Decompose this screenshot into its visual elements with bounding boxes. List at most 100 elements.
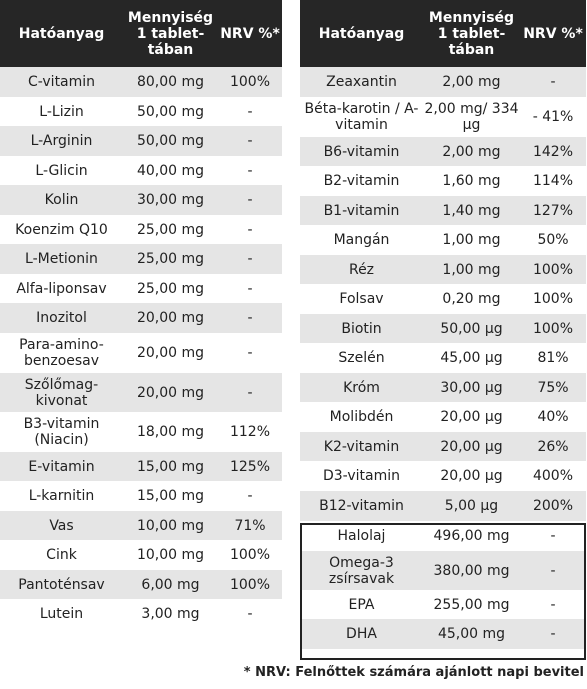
ingredient-cell: B3-vitamin (Niacin) (0, 412, 123, 452)
ingredient-cell: Réz (300, 255, 423, 284)
amount-cell: 2,00 mg/ 334 µg (423, 97, 520, 137)
table-row: Béta-karotin / A-vitamin 2,00 mg/ 334 µg -… (300, 97, 586, 137)
amount-cell: 6,00 mg (123, 570, 218, 599)
table-row: Szőlőmag- kivonat 20,00 mg - (0, 373, 282, 412)
ingredient-cell: Koenzim Q10 (0, 215, 123, 244)
ingredient-cell: Biotin (300, 314, 423, 343)
ingredient-cell: B2-vitamin (300, 166, 423, 196)
ingredient-cell: Króm (300, 373, 423, 402)
table-row: Biotin 50,00 µg 100% (300, 314, 586, 343)
nrv-cell: 100% (218, 570, 282, 599)
table-row: Szelén 45,00 µg 81% (300, 343, 586, 373)
ingredient-cell: Folsav (300, 284, 423, 314)
amount-cell: 20,00 µg (423, 461, 520, 491)
amount-cell: 40,00 mg (123, 156, 218, 185)
header-nrv: NRV %* (520, 0, 586, 67)
amount-cell: 15,00 mg (123, 481, 218, 511)
nrv-cell: 200% (520, 491, 586, 521)
header-nrv: NRV %* (218, 0, 282, 67)
ingredient-cell: K2-vitamin (300, 432, 423, 461)
nrv-cell: 100% (520, 284, 586, 314)
amount-cell: 50,00 mg (123, 97, 218, 126)
table-row: B12-vitamin 5,00 µg 200% (300, 491, 586, 521)
table-row: B2-vitamin 1,60 mg 114% (300, 166, 586, 196)
amount-cell: 25,00 mg (123, 244, 218, 274)
table-row: Inozitol 20,00 mg - (0, 303, 282, 333)
left-header-row: Hatóanyag Mennyiség 1 tablet- tában NRV … (0, 0, 282, 67)
amount-cell: 30,00 µg (423, 373, 520, 402)
nrv-cell: 100% (218, 67, 282, 97)
table-row: L-Glicin 40,00 mg - (0, 156, 282, 185)
nrv-cell: 114% (520, 166, 586, 196)
table-row: B1-vitamin 1,40 mg 127% (300, 196, 586, 225)
nrv-cell: - (218, 185, 282, 215)
header-ingredient: Hatóanyag (0, 0, 123, 67)
nrv-cell: 40% (520, 402, 586, 432)
table-row: L-Lizin 50,00 mg - (0, 97, 282, 126)
amount-cell: 10,00 mg (123, 511, 218, 540)
header-ingredient: Hatóanyag (300, 0, 423, 67)
nrv-cell: 400% (520, 461, 586, 491)
table-row: Halolaj 496,00 mg - (300, 521, 586, 551)
amount-cell: 80,00 mg (123, 67, 218, 97)
nrv-cell: 50% (520, 225, 586, 255)
amount-cell: 2,00 mg (423, 137, 520, 166)
table-row: K2-vitamin 20,00 µg 26% (300, 432, 586, 461)
amount-cell: 20,00 µg (423, 402, 520, 432)
amount-cell: 1,00 mg (423, 255, 520, 284)
amount-cell: 496,00 mg (423, 521, 520, 551)
ingredient-cell: Zeaxantin (300, 67, 423, 97)
table-row: Para-amino- benzoesav 20,00 mg - (0, 333, 282, 373)
ingredient-cell: Mangán (300, 225, 423, 255)
amount-cell: 380,00 mg (423, 551, 520, 590)
left-nutrient-table: Hatóanyag Mennyiség 1 tablet- tában NRV … (0, 0, 282, 629)
table-row: Zeaxantin 2,00 mg - (300, 67, 586, 97)
ingredient-cell: C-vitamin (0, 67, 123, 97)
nrv-cell: - (218, 274, 282, 303)
ingredient-cell: L-Arginin (0, 126, 123, 156)
amount-cell: 1,40 mg (423, 196, 520, 225)
nrv-cell: - (218, 481, 282, 511)
table-row: EPA 255,00 mg - (300, 590, 586, 619)
table-row: Kolin 30,00 mg - (0, 185, 282, 215)
ingredient-cell: Béta-karotin / A-vitamin (300, 97, 423, 137)
table-row: Molibdén 20,00 µg 40% (300, 402, 586, 432)
table-row: Vas 10,00 mg 71% (0, 511, 282, 540)
right-nutrient-table: Hatóanyag Mennyiség 1 tablet- tában NRV … (300, 0, 586, 649)
ingredient-cell: B1-vitamin (300, 196, 423, 225)
nrv-cell: - (218, 333, 282, 373)
ingredient-cell: L-Glicin (0, 156, 123, 185)
amount-cell: 50,00 mg (123, 126, 218, 156)
ingredient-cell: Omega-3 zsírsavak (300, 551, 423, 590)
nrv-cell: 81% (520, 343, 586, 373)
ingredient-cell: Cink (0, 540, 123, 570)
amount-cell: 50,00 µg (423, 314, 520, 343)
nrv-cell: - (218, 599, 282, 629)
nrv-cell: 125% (218, 452, 282, 481)
nrv-cell: - (218, 373, 282, 412)
nrv-cell: - 41% (520, 97, 586, 137)
nrv-cell: 112% (218, 412, 282, 452)
amount-cell: 3,00 mg (123, 599, 218, 629)
amount-cell: 1,00 mg (423, 225, 520, 255)
ingredient-cell: Inozitol (0, 303, 123, 333)
nrv-cell: - (218, 244, 282, 274)
ingredient-cell: B12-vitamin (300, 491, 423, 521)
nrv-cell: 26% (520, 432, 586, 461)
nrv-cell: - (520, 521, 586, 551)
nrv-cell: - (218, 303, 282, 333)
ingredient-cell: L-Metionin (0, 244, 123, 274)
ingredient-cell: Szőlőmag- kivonat (0, 373, 123, 412)
table-row: L-karnitin 15,00 mg - (0, 481, 282, 511)
nrv-cell: - (520, 67, 586, 97)
table-row: E-vitamin 15,00 mg 125% (0, 452, 282, 481)
amount-cell: 45,00 µg (423, 343, 520, 373)
table-row: Pantoténsav 6,00 mg 100% (0, 570, 282, 599)
table-row: Réz 1,00 mg 100% (300, 255, 586, 284)
ingredient-cell: E-vitamin (0, 452, 123, 481)
nrv-cell: - (218, 215, 282, 244)
ingredient-cell: Pantoténsav (0, 570, 123, 599)
ingredient-cell: Alfa-liponsav (0, 274, 123, 303)
table-row: Mangán 1,00 mg 50% (300, 225, 586, 255)
table-row: Króm 30,00 µg 75% (300, 373, 586, 402)
